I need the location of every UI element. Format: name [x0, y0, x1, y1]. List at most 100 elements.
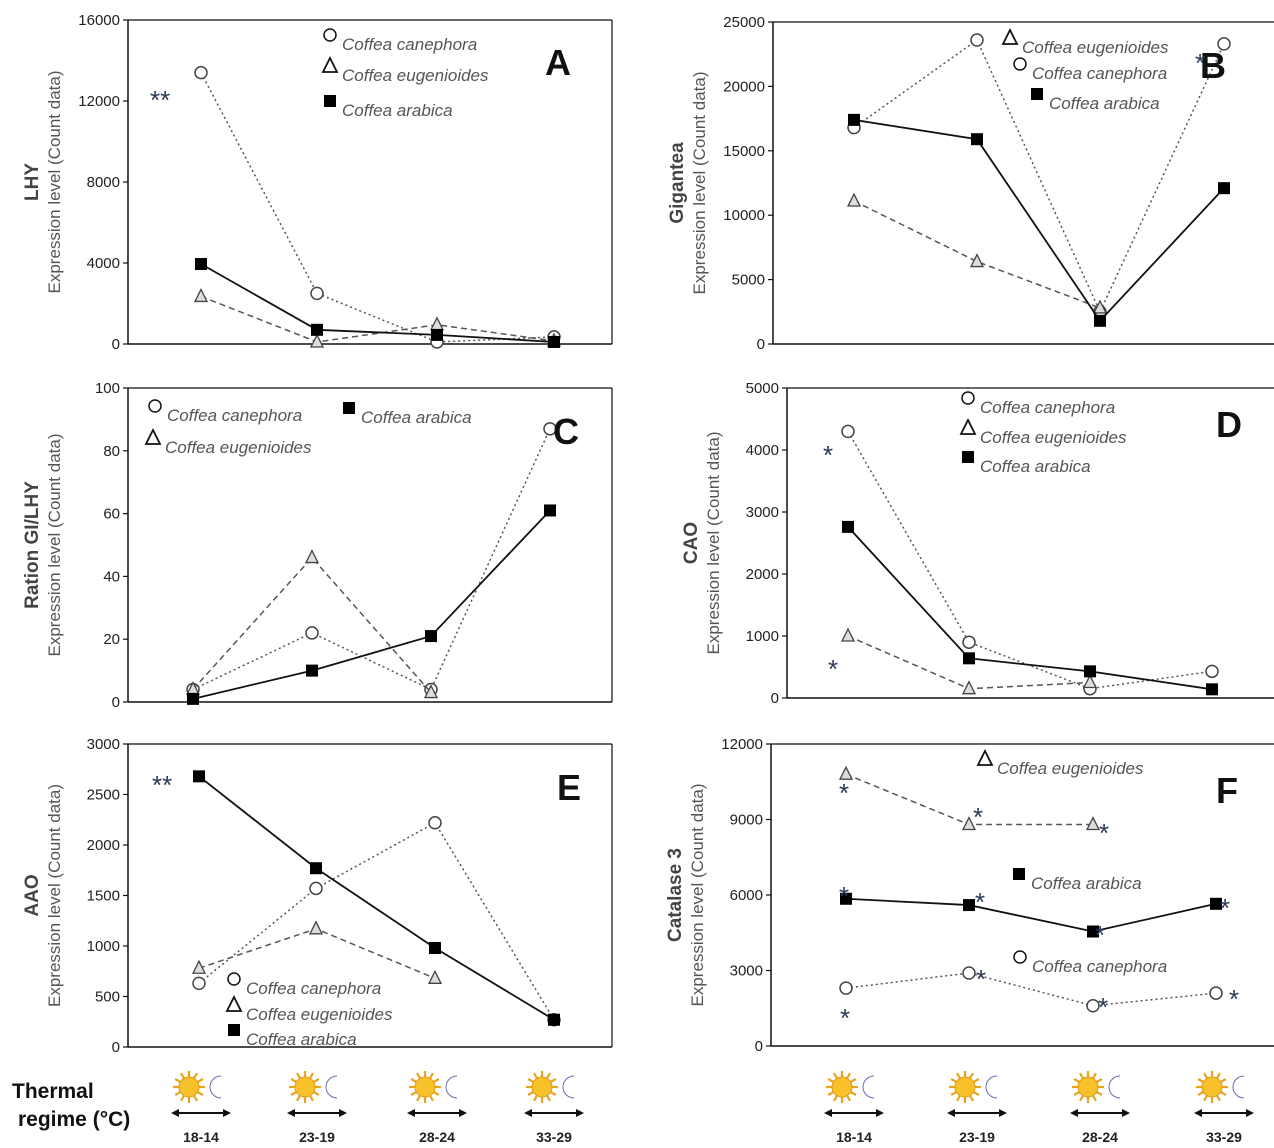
legend-marker-square: [962, 451, 974, 463]
y-tick-label: 12000: [78, 93, 120, 110]
data-point: [423, 684, 439, 699]
y-tick-label: 10000: [723, 207, 765, 224]
data-point: [429, 316, 445, 331]
data-point: [306, 664, 318, 677]
y-tick-label: 3000: [746, 504, 779, 521]
y-tick-label: 12000: [721, 736, 763, 753]
legend-label: Coffea arabica: [1049, 94, 1160, 113]
legend-label: Coffea eugenioides: [980, 428, 1127, 447]
data-point: [1218, 182, 1230, 195]
panel-c: 0 20 40 60 80 100 Ration GI/LHY Expression leve…: [22, 380, 613, 711]
data-point: [431, 328, 443, 341]
series-triangle: [185, 549, 439, 699]
series-triangle: [191, 920, 443, 984]
moon-icon: [325, 1075, 338, 1099]
legend-label: Coffea canephora: [167, 406, 302, 425]
y-tick-label: 6000: [730, 887, 763, 904]
thermal-label-line1: Thermal: [12, 1080, 94, 1103]
legend-marker-triangle: [144, 427, 162, 445]
y-axis-title: Expression level (Count data): [45, 70, 64, 293]
series-line: [845, 972, 1217, 1007]
significance-star: *: [973, 802, 983, 832]
panel-f: 0 3000 6000 9000 12000 Catalase 3 Expression l…: [665, 736, 1274, 1055]
regime-icon-group: 33-29: [524, 1071, 584, 1145]
y-tick-label: 0: [757, 336, 765, 353]
y-tick-label: 9000: [730, 812, 763, 829]
series-square: [840, 892, 1222, 938]
data-point: [961, 680, 977, 695]
data-point: [1094, 314, 1106, 327]
data-point: [848, 113, 860, 126]
y-axis-title: Expression level (Count data): [45, 433, 64, 656]
data-point: [1086, 998, 1100, 1013]
regime-label: 28-24: [419, 1129, 455, 1145]
data-point: [193, 287, 209, 303]
arrow-head-left: [947, 1109, 955, 1117]
regime-label: 33-29: [536, 1129, 572, 1145]
series-triangle: [846, 192, 1108, 314]
data-point: [963, 652, 975, 665]
sun-icon: [949, 1071, 981, 1103]
y-axis-title: Expression level (Count data): [704, 431, 723, 654]
legend-marker-circle: [1013, 950, 1027, 964]
y-tick-label: 0: [771, 690, 779, 707]
data-point: [1092, 299, 1108, 314]
legend-marker-circle: [1013, 57, 1027, 71]
series-line: [200, 263, 555, 343]
series-square: [842, 520, 1218, 696]
data-point: [427, 969, 443, 984]
legend-marker-square: [343, 402, 355, 414]
arrow-head-right: [339, 1109, 347, 1117]
panel-label: C: [553, 411, 579, 452]
moon-icon: [445, 1075, 458, 1099]
y-tick-label: 20: [103, 631, 120, 648]
moon-icon: [209, 1075, 222, 1099]
regime-icon-group: 28-24: [407, 1071, 467, 1145]
legend-entry: Coffea eugenioides: [959, 417, 1127, 447]
significance-star: *: [975, 887, 985, 917]
moon-icon: [562, 1075, 575, 1099]
y-tick-label: 5000: [746, 380, 779, 397]
sun-icon: [409, 1071, 441, 1103]
y-tick-label: 0: [112, 1039, 120, 1056]
legend-marker-square: [324, 95, 336, 107]
data-point: [846, 192, 862, 207]
arrow-head-right: [576, 1109, 584, 1117]
legend-marker-square: [1013, 868, 1025, 880]
data-point: [1087, 925, 1099, 938]
data-point: [192, 976, 206, 991]
data-point: [429, 942, 441, 955]
panel-label: B: [1200, 45, 1226, 86]
panel-label: D: [1216, 404, 1242, 445]
y-tick-label: 60: [103, 506, 120, 523]
series-triangle: [838, 765, 1101, 831]
regime-icon-group: 23-19: [287, 1071, 347, 1145]
panel-e: 0 500 1000 1500 2000 2500 3000 AAO Expression le…: [22, 736, 613, 1056]
regime-label: 23-19: [299, 1129, 335, 1145]
series-line: [192, 509, 551, 700]
significance-star: *: [839, 881, 849, 911]
sun-icon: [826, 1071, 858, 1103]
series-line: [198, 775, 555, 1021]
significance-star: *: [828, 654, 838, 684]
y-axis-title-gene: CAO: [681, 522, 702, 564]
y-tick-label: 80: [103, 443, 120, 460]
series-square: [195, 258, 560, 348]
data-point: [195, 258, 207, 271]
y-tick-label: 2000: [87, 837, 120, 854]
legend-marker-triangle: [959, 417, 977, 435]
arrow-head-right: [876, 1109, 884, 1117]
significance-star: *: [839, 778, 849, 808]
y-tick-label: 20000: [723, 78, 765, 95]
y-tick-label: 15000: [723, 143, 765, 160]
y-tick-label: 0: [112, 336, 120, 353]
data-point: [841, 424, 855, 439]
y-tick-label: 0: [755, 1038, 763, 1055]
legend-label: Coffea arabica: [1031, 874, 1142, 893]
legend-entry: Coffea arabica: [228, 1024, 357, 1049]
regime-label: 28-24: [1082, 1129, 1118, 1145]
legend-entry: Coffea canephora: [323, 28, 477, 54]
significance-star: *: [1220, 893, 1230, 923]
significance-star: *: [1095, 920, 1105, 950]
